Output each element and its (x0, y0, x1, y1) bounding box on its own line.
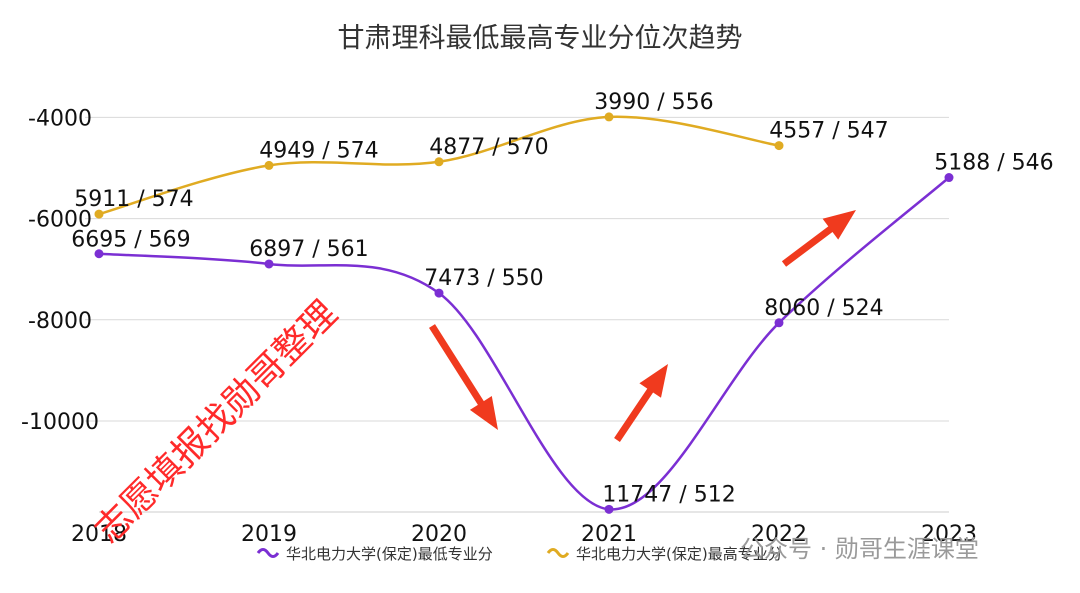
x-tick-label: 2021 (581, 522, 637, 547)
x-tick-label: 2018 (71, 522, 127, 547)
trend-arrow (781, 210, 856, 267)
data-point (604, 112, 614, 122)
series-line (98, 176, 950, 511)
data-point (774, 141, 784, 151)
data-label: 3990 / 556 (594, 90, 713, 115)
data-label: 11747 / 512 (602, 482, 735, 507)
x-tick-label: 2023 (921, 522, 977, 547)
watermark-diagonal: 志愿填报找勋哥整理 (87, 293, 345, 551)
x-axis: 2018 2019 2020 2021 2022 2023 (71, 511, 977, 547)
data-label: 8060 / 524 (764, 296, 883, 321)
data-point (604, 504, 614, 514)
data-point (774, 318, 784, 328)
series-group: 6695 / 569 6897 / 561 7473 / 550 11747 / 51… (71, 90, 1054, 514)
data-label: 5188 / 546 (934, 151, 1053, 176)
y-tick-label: -6000 (28, 208, 92, 233)
chart-title: 甘肃理科最低最高专业分位次趋势 (338, 23, 743, 54)
legend-swatch (256, 548, 280, 558)
legend-swatch (546, 548, 570, 558)
trend-arrows (429, 210, 856, 442)
data-point (434, 288, 444, 298)
data-point (94, 249, 104, 259)
x-tick-label: 2020 (411, 522, 467, 547)
data-label: 4949 / 574 (259, 138, 378, 163)
data-point (264, 160, 274, 170)
series-min: 6695 / 569 6897 / 561 7473 / 550 11747 / 51… (71, 151, 1054, 514)
data-point (434, 157, 444, 167)
data-label: 4557 / 547 (769, 119, 888, 144)
data-label: 5911 / 574 (74, 187, 193, 212)
x-tick-label: 2019 (241, 522, 297, 547)
y-tick-label: -8000 (28, 309, 92, 334)
grid (85, 116, 949, 422)
data-label: 7473 / 550 (424, 266, 543, 291)
x-tick-label: 2022 (751, 522, 807, 547)
y-tick-label: -4000 (28, 106, 92, 131)
data-point (94, 209, 104, 219)
data-point (264, 259, 274, 269)
legend-label: 华北电力大学(保定)最高专业分 (576, 545, 783, 563)
data-label: 6897 / 561 (249, 237, 368, 262)
data-label: 4877 / 570 (429, 135, 548, 160)
trend-arrow (614, 364, 668, 442)
legend: 华北电力大学(保定)最低专业分 华北电力大学(保定)最高专业分 (256, 545, 783, 563)
legend-label: 华北电力大学(保定)最低专业分 (286, 545, 493, 563)
trend-arrow (429, 324, 498, 430)
watermark-footer: 公众号 · 勋哥生涯课堂 (740, 535, 979, 563)
y-tick-label: -10000 (21, 410, 99, 435)
y-axis: -4000 -6000 -8000 -10000 (21, 106, 99, 435)
data-label: 6695 / 569 (71, 228, 190, 253)
series-max: 5911 / 574 4949 / 574 4877 / 570 3990 / 556… (74, 90, 889, 219)
data-point (944, 173, 954, 183)
